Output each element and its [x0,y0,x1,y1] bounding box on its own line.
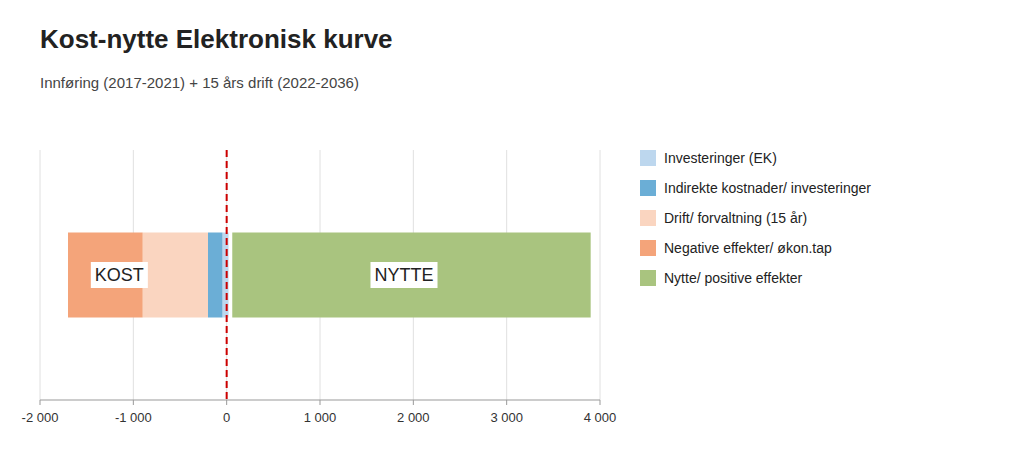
legend-swatch [640,240,656,256]
grid [40,150,600,400]
tick-label: 2 000 [397,410,430,425]
tick-label: 4 000 [584,410,617,425]
grid-line [40,150,41,400]
title: Kost-nytte Elektronisk kurve [40,24,393,54]
legend-label: Nytte/ positive effekter [664,270,803,286]
tick-label: -1 000 [115,410,152,425]
legend: Investeringer (EK) Indirekte kostnader/ i… [640,150,871,286]
legend-swatch [640,180,656,196]
tick-mark [600,400,601,405]
legend-label: Indirekte kostnader/ investeringer [664,180,871,196]
reference-line [226,150,228,400]
annotation-text: KOST [95,265,144,285]
tick-label: 1 000 [304,410,337,425]
annotation-box [370,262,437,288]
legend-swatch [640,270,656,286]
bar-segment [232,233,590,318]
annotations: KOST NYTTE [91,262,438,288]
tick-mark [506,400,507,405]
x-axis: -2 000 -1 000 0 1 000 2 000 3 000 4 000 [22,400,617,425]
legend-label: Drift/ forvaltning (15 år) [664,210,807,226]
annotation-text: NYTTE [374,265,433,285]
legend-label: Investeringer (EK) [664,150,777,166]
subtitle: Innføring (2017-2021) + 15 års drift (20… [40,74,359,91]
bar-segment [208,233,222,318]
tick-mark [320,400,321,405]
tick-mark [40,400,41,405]
annotation: KOST [91,262,148,288]
tick-mark [226,400,227,405]
tick-label: 0 [223,410,230,425]
grid-line [600,150,601,400]
tick-mark [133,400,134,405]
axis-line [40,400,600,401]
tick-label: -2 000 [22,410,59,425]
bars [68,150,591,400]
tick-mark [413,400,414,405]
chart: Kost-nytte Elektronisk kurve Innføring (2… [0,0,1024,466]
annotation: NYTTE [370,262,437,288]
grid-line [226,150,227,400]
annotation-box [91,262,148,288]
tick-label: 3 000 [490,410,523,425]
legend-swatch [640,210,656,226]
legend-label: Negative effekter/ økon.tap [664,240,832,256]
bar-segment [143,233,208,318]
legend-swatch [640,150,656,166]
